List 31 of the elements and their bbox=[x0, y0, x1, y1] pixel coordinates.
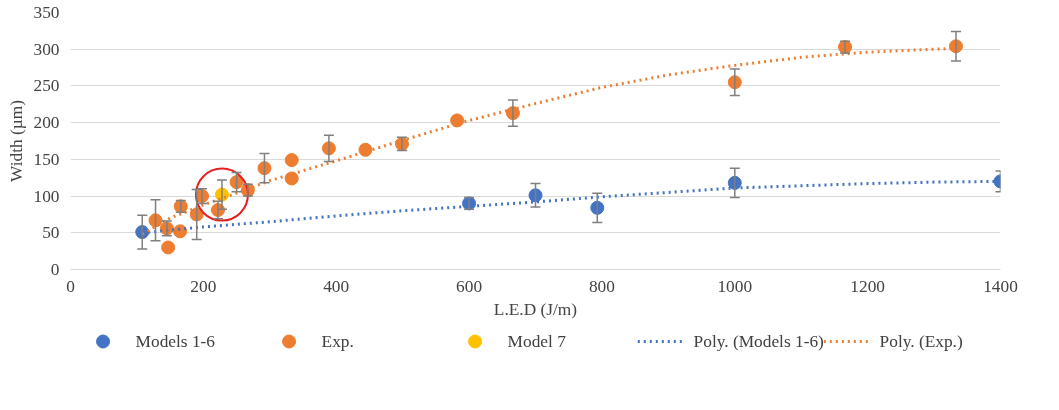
point bbox=[358, 142, 373, 157]
point bbox=[590, 200, 605, 215]
x-tick-label: 800 bbox=[588, 276, 615, 296]
x-tick-label: 1000 bbox=[717, 276, 753, 296]
y-tick-label: 300 bbox=[33, 39, 60, 59]
point bbox=[173, 224, 188, 239]
y-tick-label: 0 bbox=[50, 260, 60, 279]
point bbox=[284, 153, 299, 168]
y-tick-label: 50 bbox=[42, 223, 60, 243]
x-tick-label: 400 bbox=[323, 276, 350, 296]
legend-label: Exp. bbox=[321, 332, 354, 351]
x-tick-label: 0 bbox=[66, 276, 75, 296]
x-tick-label: 200 bbox=[190, 276, 217, 296]
point bbox=[257, 161, 272, 176]
y-tick-label: 150 bbox=[33, 149, 60, 169]
legend-label: Models 1-6 bbox=[135, 332, 216, 351]
x-tick-label: 1200 bbox=[850, 276, 885, 296]
y-tick-label: 100 bbox=[33, 186, 60, 206]
legend-label: Poly. (Exp.) bbox=[879, 332, 963, 351]
x-tick-label: 1400 bbox=[983, 276, 1018, 296]
y-tick-label: 200 bbox=[33, 113, 60, 133]
legend-label: Poly. (Models 1-6) bbox=[693, 332, 825, 351]
point bbox=[161, 240, 176, 255]
point bbox=[450, 113, 465, 128]
legend-label: Model 7 bbox=[507, 332, 567, 351]
x-axis-title: L.E.D (J/m) bbox=[493, 299, 578, 319]
x-tick-label: 600 bbox=[456, 276, 483, 296]
point bbox=[284, 171, 299, 186]
y-tick-label: 350 bbox=[33, 3, 60, 22]
y-axis-title: Width (µm) bbox=[6, 99, 26, 182]
y-tick-label: 250 bbox=[33, 76, 60, 96]
